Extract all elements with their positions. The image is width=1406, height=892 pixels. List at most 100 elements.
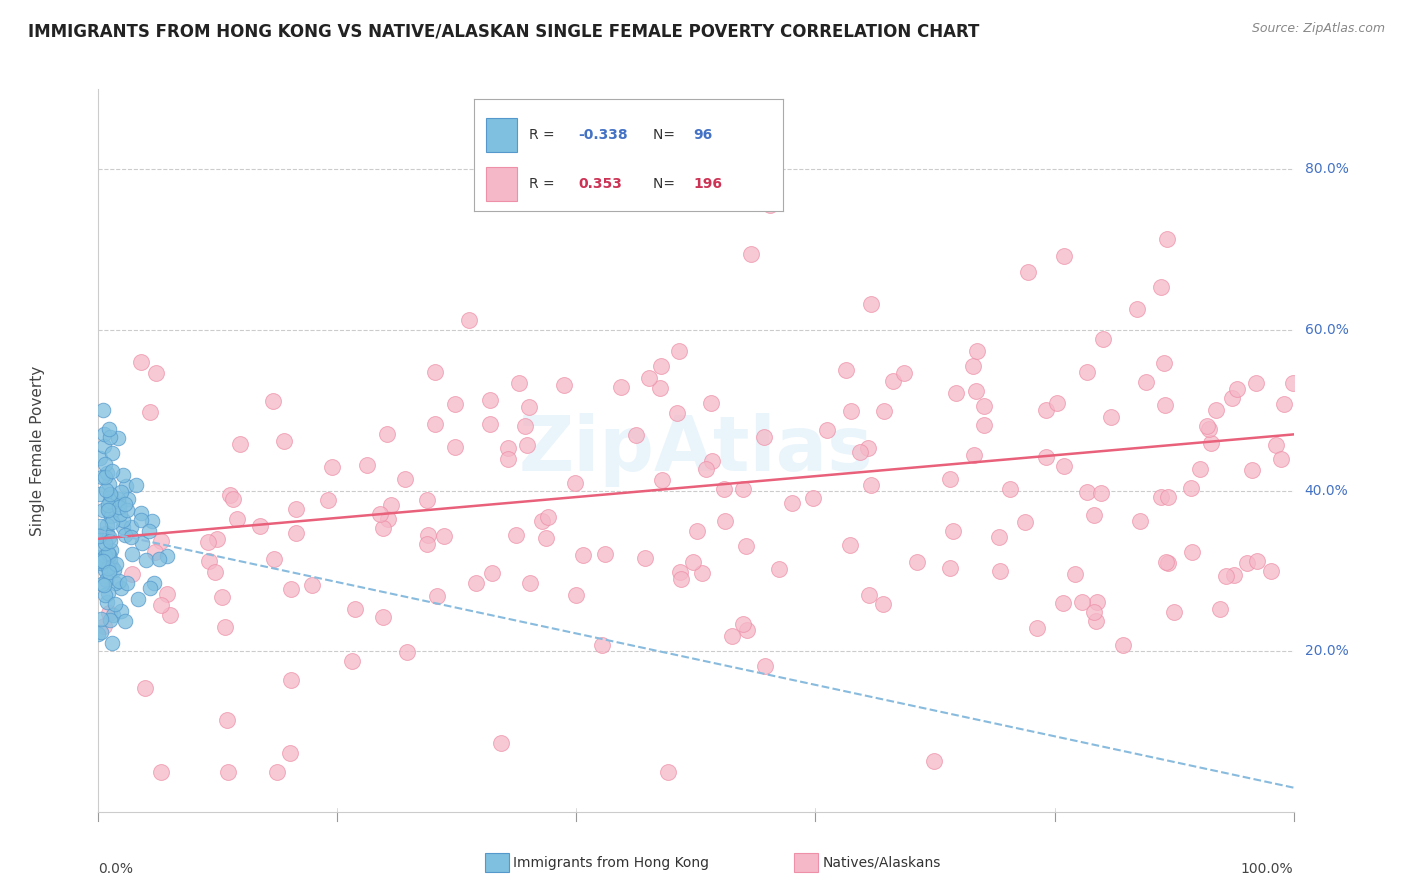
Point bbox=[458, 313, 481, 327]
Point bbox=[111, 513, 134, 527]
Point bbox=[479, 417, 502, 431]
Text: Immigrants from Hong Kong: Immigrants from Hong Kong bbox=[513, 855, 709, 870]
Point bbox=[98, 613, 121, 627]
Point bbox=[1220, 391, 1243, 405]
Point bbox=[1208, 601, 1230, 615]
Point bbox=[735, 540, 758, 554]
Text: IMMIGRANTS FROM HONG KONG VS NATIVE/ALASKAN SINGLE FEMALE POVERTY CORRELATION CH: IMMIGRANTS FROM HONG KONG VS NATIVE/ALAS… bbox=[28, 22, 980, 40]
Point bbox=[637, 371, 659, 385]
Point bbox=[94, 549, 117, 564]
Point bbox=[593, 547, 616, 561]
Point bbox=[508, 376, 530, 391]
Point bbox=[835, 362, 858, 376]
Point bbox=[1188, 461, 1211, 475]
Point bbox=[266, 764, 288, 779]
Point bbox=[1112, 638, 1135, 652]
Point bbox=[740, 247, 762, 261]
Point bbox=[98, 533, 121, 548]
Point bbox=[815, 423, 838, 437]
Point bbox=[1150, 490, 1173, 504]
Point bbox=[96, 518, 118, 533]
Point bbox=[396, 645, 419, 659]
Point bbox=[713, 482, 735, 496]
Point bbox=[89, 487, 111, 501]
Point bbox=[873, 403, 896, 417]
Point bbox=[754, 659, 776, 673]
Point bbox=[1076, 484, 1098, 499]
Point bbox=[1090, 486, 1112, 500]
Point bbox=[97, 502, 120, 516]
Point bbox=[117, 575, 139, 590]
Point bbox=[280, 673, 302, 688]
Point bbox=[938, 561, 960, 575]
Point bbox=[98, 530, 121, 544]
Point bbox=[90, 556, 112, 570]
Point bbox=[218, 487, 240, 501]
Point bbox=[513, 418, 536, 433]
Point bbox=[94, 483, 117, 497]
Point bbox=[465, 575, 488, 590]
Point bbox=[1156, 231, 1178, 245]
Point bbox=[107, 497, 129, 511]
Point bbox=[249, 519, 271, 533]
Point bbox=[965, 384, 987, 398]
Point bbox=[1026, 621, 1049, 635]
FancyBboxPatch shape bbox=[486, 167, 517, 201]
Point bbox=[98, 494, 121, 508]
Point bbox=[700, 454, 723, 468]
Point bbox=[987, 530, 1010, 544]
Point bbox=[1084, 614, 1107, 628]
Point bbox=[100, 489, 122, 503]
Point bbox=[1063, 567, 1085, 582]
Point bbox=[1157, 490, 1180, 504]
Point bbox=[591, 638, 613, 652]
Point bbox=[214, 619, 236, 633]
Point bbox=[1000, 482, 1022, 496]
Point bbox=[966, 344, 988, 359]
Point bbox=[135, 553, 157, 567]
Point bbox=[433, 529, 456, 543]
Point bbox=[1205, 403, 1227, 417]
Point bbox=[1180, 481, 1202, 495]
Point bbox=[94, 458, 117, 472]
Point bbox=[97, 606, 120, 620]
Point bbox=[143, 545, 166, 559]
Text: 96: 96 bbox=[693, 128, 713, 142]
Text: 60.0%: 60.0% bbox=[1305, 323, 1348, 337]
Point bbox=[1035, 450, 1057, 465]
Point bbox=[121, 547, 143, 561]
Point bbox=[423, 365, 446, 379]
Point bbox=[120, 530, 142, 544]
FancyBboxPatch shape bbox=[486, 119, 517, 152]
Point bbox=[962, 359, 984, 373]
Point bbox=[104, 575, 127, 590]
Point bbox=[225, 512, 247, 526]
Point bbox=[90, 612, 112, 626]
Point bbox=[97, 499, 120, 513]
Point bbox=[1270, 452, 1292, 467]
Point bbox=[671, 572, 693, 586]
Point bbox=[423, 417, 446, 431]
Point bbox=[221, 492, 243, 507]
Point bbox=[371, 610, 394, 624]
Point bbox=[1052, 597, 1074, 611]
Point bbox=[481, 566, 503, 580]
Point bbox=[839, 538, 862, 552]
Point bbox=[893, 366, 915, 380]
Point bbox=[489, 736, 512, 750]
Point bbox=[98, 477, 121, 491]
Point bbox=[534, 532, 557, 546]
Point bbox=[318, 493, 340, 508]
Point bbox=[1053, 249, 1076, 263]
Point bbox=[945, 385, 967, 400]
Point bbox=[1226, 382, 1249, 396]
Point bbox=[96, 595, 118, 609]
Point bbox=[91, 554, 114, 568]
Point bbox=[1236, 556, 1258, 570]
Point bbox=[90, 576, 112, 591]
Point bbox=[1223, 568, 1246, 582]
Point bbox=[205, 532, 228, 546]
Point bbox=[110, 581, 132, 595]
Point bbox=[610, 379, 633, 393]
Point bbox=[97, 502, 120, 516]
